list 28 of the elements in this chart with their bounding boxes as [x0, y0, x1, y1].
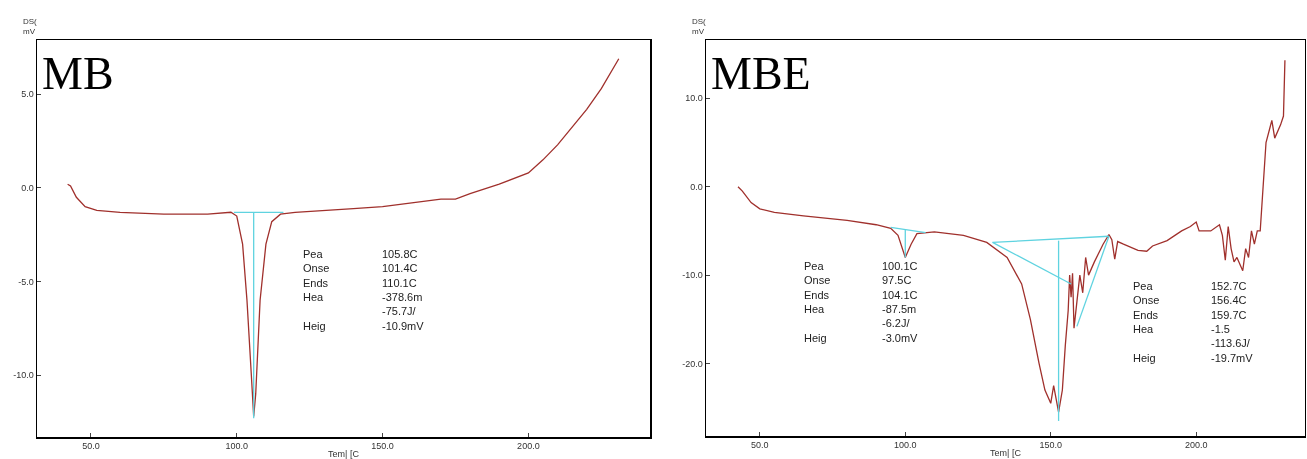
x-tick-label: 150.0 — [371, 441, 394, 452]
x-tick-label: 100.0 — [225, 441, 249, 452]
y-tick-label: 0.0 — [21, 183, 34, 194]
text: Pea Onse Ends Hea Heig — [804, 260, 831, 344]
y-axis-title: DS( mV — [692, 17, 707, 37]
x-tick-label: 50.0 — [82, 441, 100, 452]
y-tick-label: -20.0 — [682, 358, 703, 369]
y-tick-label: -10.0 — [13, 370, 34, 381]
chart-title: MB — [42, 48, 114, 99]
x-tick-label: 100.0 — [894, 440, 917, 451]
y-axis-title: DS( mV — [23, 17, 38, 37]
y-tick-label: -5.0 — [18, 276, 34, 287]
y-tick-label: 0.0 — [690, 181, 703, 192]
y-tick-label: 5.0 — [21, 89, 34, 100]
x-tick-label: 50.0 — [751, 440, 769, 451]
x-axis-title: Tem| [C — [990, 447, 1022, 458]
x-tick-label: 200.0 — [1184, 440, 1208, 451]
annotation: 100.1C 97.5C 104.1C -87.5m -6.2J/ -3.0mV — [882, 260, 919, 344]
x-tick-label: 150.0 — [1039, 440, 1063, 451]
y-tick-label: -10.0 — [682, 270, 703, 281]
x-axis-title: Tem| [C — [328, 448, 360, 459]
x-tick-label: 200.0 — [517, 441, 540, 452]
annotation: 152.7C 156.4C 159.7C -1.5 -113.6J/ -19.7mV — [1211, 280, 1254, 364]
y-tick-label: 10.0 — [685, 93, 703, 104]
text: Pea Onse Ends Hea Heig — [1133, 280, 1160, 364]
text: Pea Onse Ends Hea Heig — [303, 248, 330, 332]
chart-title: MBE — [711, 48, 811, 99]
annotation: 105.8C 101.4C 110.1C -378.6m -75.7J/ -10.9mV — [382, 248, 425, 332]
